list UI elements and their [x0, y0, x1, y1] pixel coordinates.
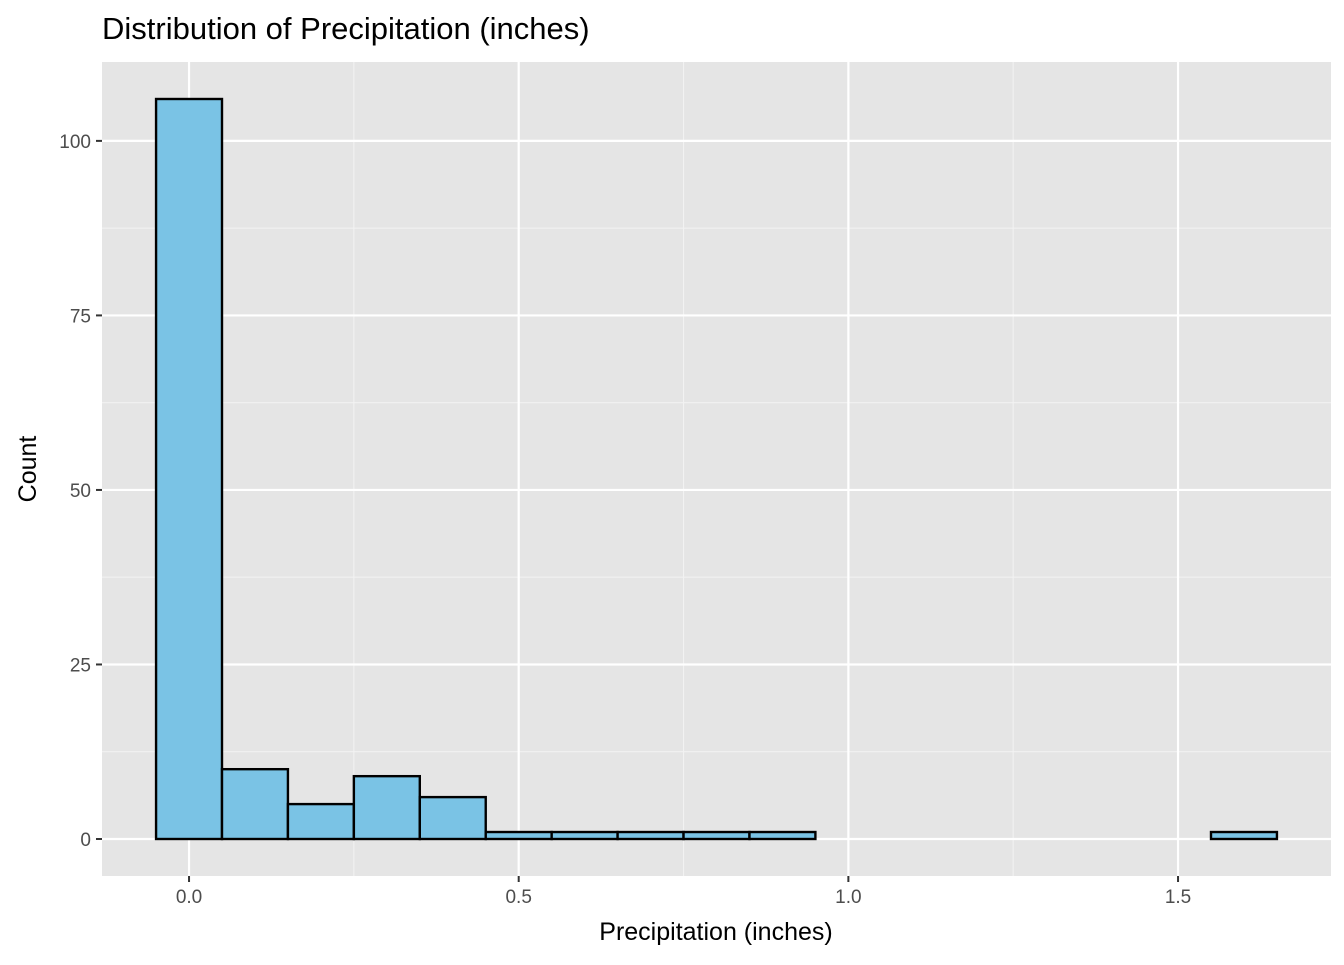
y-tick-label: 25: [70, 655, 91, 676]
chart-title: Distribution of Precipitation (inches): [102, 11, 590, 46]
y-tick-label: 0: [80, 830, 91, 851]
histogram-bar: [484, 830, 553, 841]
x-axis: 0.0 0.5 1.0 1.5: [176, 876, 1191, 908]
histogram-bars: [154, 97, 1279, 841]
y-axis-title: Count: [14, 436, 42, 503]
y-tick-label: 75: [70, 306, 91, 327]
histogram-bar: [154, 97, 224, 841]
histogram-bar: [286, 802, 356, 841]
x-axis-title: Precipitation (inches): [599, 918, 832, 946]
histogram-bar: [352, 774, 421, 841]
y-tick-label: 50: [70, 481, 91, 502]
minor-gridlines: [102, 62, 1331, 876]
histogram-bar: [418, 795, 487, 841]
x-tick-label: 1.5: [1165, 887, 1191, 908]
x-tick-label: 0.0: [176, 887, 202, 908]
x-tick-label: 0.5: [505, 887, 531, 908]
y-tick-label: 100: [59, 132, 91, 153]
histogram-bar: [748, 830, 817, 841]
plot-panel: [102, 62, 1331, 876]
histogram-bar: [1209, 830, 1279, 841]
histogram-bar: [682, 830, 751, 841]
y-axis: 0 25 50 75 100: [59, 132, 102, 851]
histogram-bar: [550, 830, 619, 841]
histogram-bar: [616, 830, 685, 841]
histogram-bar: [220, 767, 290, 841]
x-tick-label: 1.0: [835, 887, 861, 908]
